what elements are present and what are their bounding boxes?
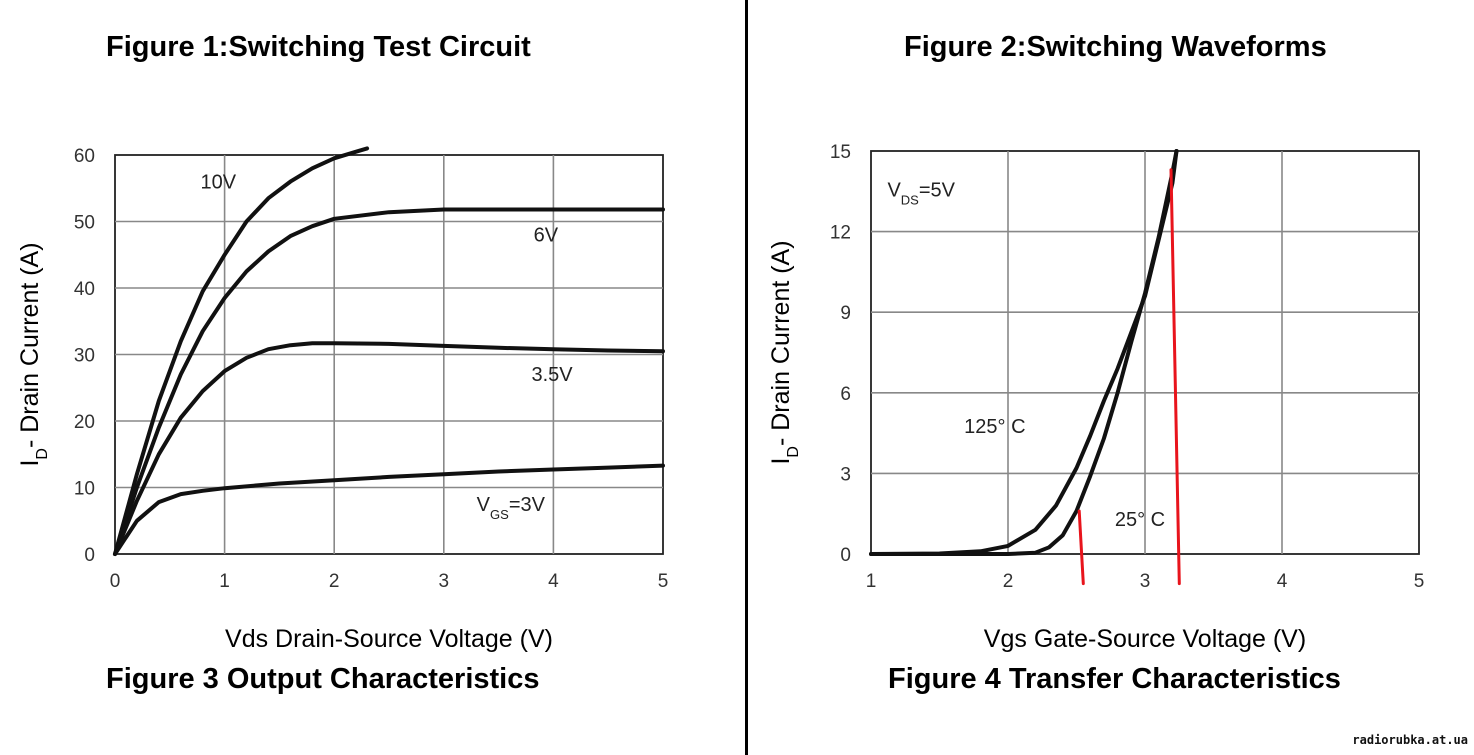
y-axis-label-group: ID- Drain Current (A) [767, 240, 802, 464]
vgs-curve-label-part: V [477, 494, 491, 516]
vds-condition-label-part: DS [901, 192, 919, 207]
y-axis-label-part: - Drain Current (A) [767, 240, 795, 446]
watermark: radiorubka.at.ua [1352, 733, 1468, 747]
vds-condition-label-part: V [887, 180, 901, 202]
vds-condition-label: VDS=5V [887, 180, 955, 208]
x-tick-label: 2 [329, 571, 340, 592]
x-tick-label: 1 [866, 571, 877, 592]
panel-divider [745, 0, 748, 755]
x-tick-label: 1 [219, 571, 230, 592]
x-tick-label: 3 [1140, 571, 1151, 592]
vgs-curve-label: VGS=3V [477, 494, 546, 522]
y-tick-label: 40 [74, 279, 95, 300]
series-line-2 [113, 341, 665, 556]
y-axis-label-part: I [16, 460, 44, 467]
y-axis-label: ID- Drain Current (A) [16, 242, 51, 466]
figure-1-heading: Figure 1:Switching Test Circuit [106, 31, 531, 63]
vgs-curve-label-part: GS [490, 506, 509, 521]
x-tick-label: 3 [439, 571, 450, 592]
curve-label: 6V [534, 224, 559, 246]
series-line-1 [869, 149, 1179, 556]
figure-3-heading: Figure 3 Output Characteristics [106, 663, 540, 695]
figure-4-heading: Figure 4 Transfer Characteristics [888, 663, 1341, 695]
figure-2-heading: Figure 2:Switching Waveforms [904, 31, 1327, 63]
y-tick-label: 20 [74, 412, 95, 433]
y-axis-label-group: ID- Drain Current (A) [16, 242, 51, 466]
y-tick-label: 60 [74, 146, 95, 167]
y-tick-label: 50 [74, 213, 95, 234]
x-tick-label: 4 [548, 571, 559, 592]
temperature-label: 25° C [1115, 509, 1165, 531]
x-tick-label: 4 [1277, 571, 1288, 592]
y-tick-label: 0 [84, 545, 95, 566]
x-tick-label: 2 [1003, 571, 1014, 592]
series-line-1 [113, 207, 665, 556]
y-axis-label-part: I [767, 458, 795, 465]
curve-label: 3.5V [531, 364, 573, 386]
x-axis-label: Vgs Gate-Source Voltage (V) [984, 625, 1306, 653]
y-tick-label: 3 [840, 464, 851, 485]
vgs-curve-label-part: =3V [509, 494, 546, 516]
vds-condition-label-part: =5V [919, 180, 956, 202]
y-axis-label-part: D [785, 446, 802, 458]
y-tick-label: 10 [74, 479, 95, 500]
x-tick-label: 0 [110, 571, 121, 592]
right-panel: Figure 2:Switching Waveforms Figure 4 Tr… [749, 0, 1474, 755]
temperature-label: 125° C [964, 416, 1025, 438]
y-tick-label: 15 [830, 142, 851, 163]
left-panel: Figure 1:Switching Test Circuit Figure 3… [16, 31, 669, 695]
y-tick-label: 0 [840, 545, 851, 566]
series-line-0 [869, 149, 1179, 556]
y-axis-label-part: D [34, 448, 51, 460]
y-axis-label-part: - Drain Current (A) [16, 242, 44, 448]
series-line-3 [113, 463, 665, 556]
x-tick-label: 5 [1414, 571, 1425, 592]
red-marker-line [1169, 168, 1181, 586]
y-tick-label: 30 [74, 346, 95, 367]
y-tick-label: 6 [840, 384, 851, 405]
y-axis-label: ID- Drain Current (A) [767, 240, 802, 464]
x-tick-label: 5 [658, 571, 669, 592]
curve-label: 10V [200, 171, 236, 193]
x-axis-label: Vds Drain-Source Voltage (V) [225, 625, 553, 653]
y-tick-label: 9 [840, 303, 851, 324]
red-marker-line [1077, 509, 1085, 586]
series-line-0 [113, 146, 370, 556]
y-tick-label: 12 [830, 223, 851, 244]
